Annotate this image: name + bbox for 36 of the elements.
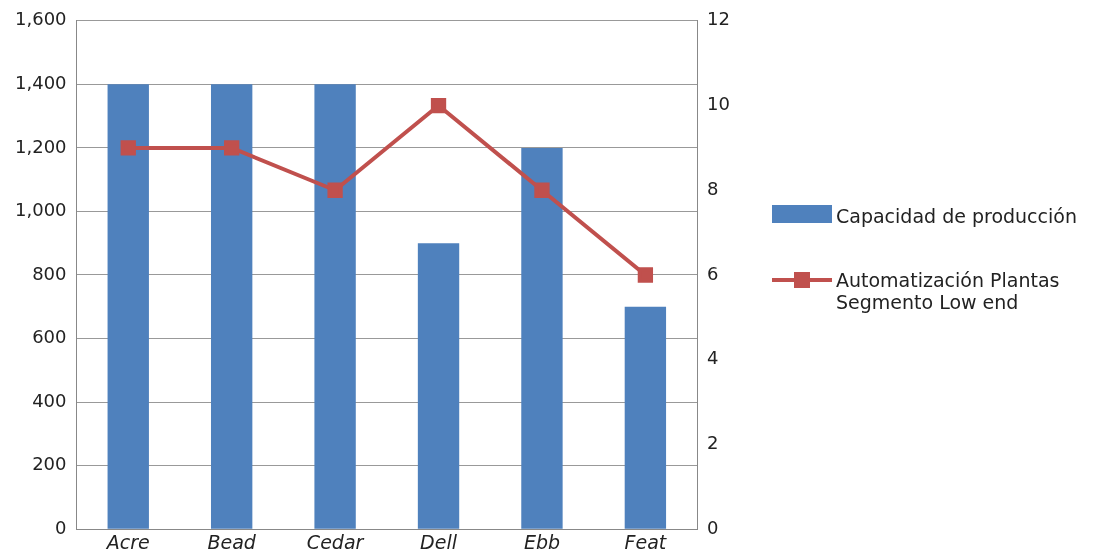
y-tick-label: 1,600 <box>15 8 67 30</box>
point <box>637 267 654 283</box>
point <box>327 182 343 198</box>
point <box>224 140 240 156</box>
x-tick-label: Feat <box>624 530 668 553</box>
y2-tick-label: 12 <box>707 8 730 30</box>
bar <box>107 84 149 529</box>
legend-label: Capacidad de producción <box>836 205 1077 227</box>
x-tick-label: Acre <box>104 530 150 553</box>
bar <box>521 147 563 529</box>
point <box>534 182 550 198</box>
y2-tick-label: 6 <box>707 262 719 284</box>
bar <box>624 306 667 529</box>
y-tick-label: 1,400 <box>15 72 67 94</box>
point <box>430 97 447 114</box>
bar <box>210 84 253 529</box>
x-tick-label: Dell <box>420 530 458 553</box>
x-tick-label: Cedar <box>306 530 365 553</box>
y-tick-label: 1,000 <box>15 199 67 221</box>
y-tick-label: 600 <box>32 326 67 348</box>
y-tick-label: 800 <box>32 262 67 284</box>
y2-tick-label: 4 <box>707 347 719 369</box>
point <box>120 140 136 156</box>
x-tick-label: Bead <box>207 530 257 553</box>
legend-label: Automatización Plantas Segmento Low end <box>836 269 1061 313</box>
bar <box>417 243 460 529</box>
y2-tick-label: 2 <box>707 432 719 454</box>
y2-tick-label: 8 <box>707 177 719 199</box>
y-tick-label: 1,200 <box>15 135 67 157</box>
x-tick-label: Ebb <box>523 530 561 553</box>
bar <box>314 84 356 529</box>
y2-tick-label: 10 <box>707 93 730 115</box>
y2-tick-label: 0 <box>707 516 719 538</box>
y-tick-label: 0 <box>55 516 67 538</box>
y-tick-label: 400 <box>32 389 67 411</box>
y-tick-label: 200 <box>32 453 67 475</box>
